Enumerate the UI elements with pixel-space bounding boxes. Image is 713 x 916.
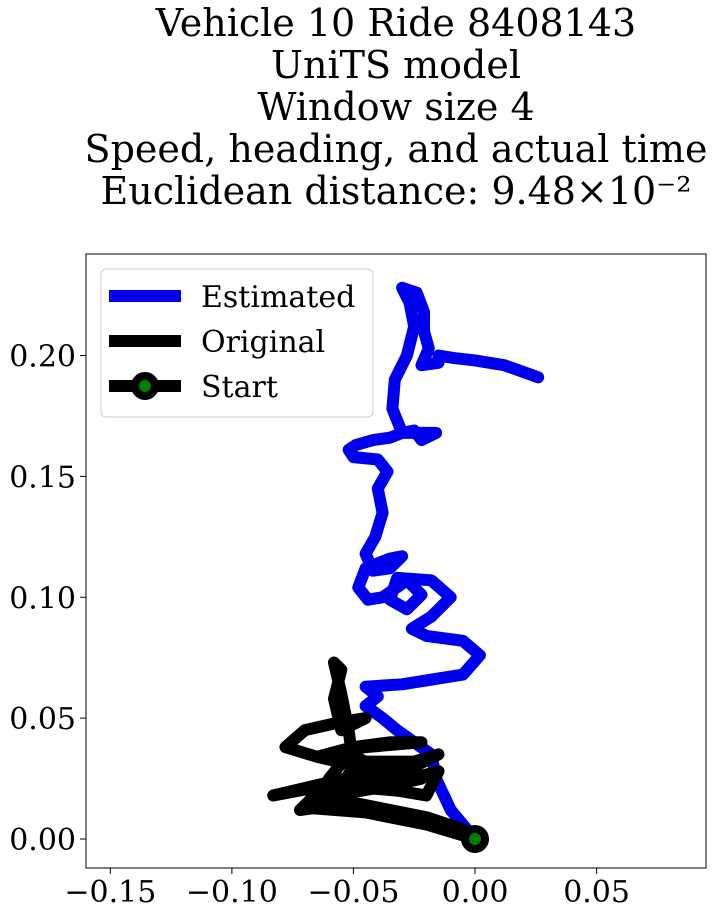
x-tick-label: −0.15 bbox=[64, 875, 156, 910]
legend-label-estimated: Estimated bbox=[201, 280, 355, 315]
legend: Estimated Original Start bbox=[100, 268, 374, 418]
x-tick-label: −0.05 bbox=[307, 875, 399, 910]
x-tick-label: −0.10 bbox=[186, 875, 278, 910]
title-line-3: Window size 4 bbox=[257, 85, 534, 129]
plot-series-layer bbox=[267, 281, 545, 853]
x-tick-label: 0.00 bbox=[442, 875, 509, 910]
x-tick-label: 0.05 bbox=[563, 875, 630, 910]
series-line-estimated bbox=[342, 281, 545, 845]
y-tick-label: 0.15 bbox=[9, 460, 76, 495]
y-tick-label: 0.10 bbox=[9, 581, 76, 616]
x-axis: −0.15 −0.10 −0.05 0.00 0.05 bbox=[64, 868, 630, 910]
legend-label-original: Original bbox=[201, 325, 325, 360]
start-marker bbox=[461, 824, 490, 853]
title-line-4: Speed, heading, and actual time bbox=[85, 127, 708, 171]
axes-frame bbox=[85, 253, 707, 869]
y-tick-label: 0.05 bbox=[9, 702, 76, 737]
y-tick-label: 0.00 bbox=[9, 823, 76, 858]
title-line-2: UniTS model bbox=[271, 43, 521, 87]
title-line-1: Vehicle 10 Ride 8408143 bbox=[155, 1, 636, 45]
title-line-5: Euclidean distance: 9.48×10⁻² bbox=[101, 169, 692, 213]
legend-start-marker bbox=[131, 372, 159, 400]
y-tick-label: 0.20 bbox=[9, 340, 76, 375]
y-axis: 0.00 0.05 0.10 0.15 0.20 bbox=[9, 340, 86, 858]
series-line-original bbox=[267, 656, 481, 845]
legend-label-start: Start bbox=[201, 370, 278, 405]
